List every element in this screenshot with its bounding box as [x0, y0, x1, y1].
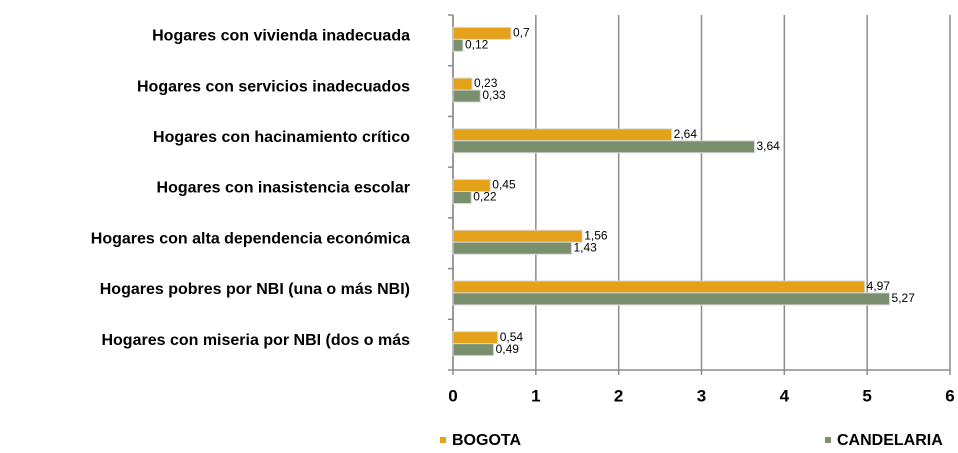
- value-label: 3,64: [757, 139, 781, 153]
- category-label: Hogares pobres por NBI (una o más NBI): [100, 281, 410, 298]
- value-label: 0,33: [482, 88, 506, 102]
- bar: [452, 331, 499, 345]
- value-label: 0,12: [465, 38, 489, 52]
- bar: [452, 280, 866, 294]
- bar: [452, 77, 473, 91]
- bar: [452, 89, 481, 103]
- value-label: 0,45: [492, 178, 516, 192]
- x-tick-label: 4: [780, 386, 790, 405]
- x-tick-label: 0: [448, 386, 457, 405]
- category-label: Hogares con inasistencia escolar: [157, 180, 410, 197]
- bar: [452, 241, 572, 255]
- x-tick-label: 1: [531, 386, 540, 405]
- bar: [452, 191, 472, 204]
- bar: [452, 292, 891, 306]
- bar: [452, 38, 464, 52]
- x-tick-label: 2: [614, 386, 623, 405]
- bar: [452, 26, 512, 40]
- bar: [452, 140, 756, 154]
- x-tick-label: 5: [862, 386, 871, 405]
- legend-label: BOGOTA: [452, 432, 521, 449]
- value-label: 0,49: [496, 342, 520, 356]
- value-label: 1,56: [584, 228, 608, 242]
- value-label: 1,43: [573, 240, 597, 254]
- value-label: 0,23: [474, 76, 498, 90]
- value-label: 4,97: [867, 279, 891, 293]
- legend-swatch: [440, 437, 446, 443]
- value-label: 2,64: [674, 127, 698, 141]
- category-label: Hogares con servicios inadecuados: [137, 78, 410, 95]
- value-label: 0,7: [513, 26, 530, 40]
- category-label: Hogares con hacinamiento crítico: [153, 129, 410, 146]
- x-tick-label: 6: [945, 386, 954, 405]
- bar: [452, 229, 583, 243]
- x-tick-label: 3: [697, 386, 706, 405]
- value-label: 5,27: [892, 291, 916, 305]
- legend-label: CANDELARIA: [837, 432, 943, 449]
- value-label: 0,54: [500, 330, 524, 344]
- bar: [452, 343, 495, 357]
- category-label: Hogares con alta dependencia económica: [91, 230, 410, 247]
- category-label: Hogares con miseria por NBI (dos o más: [101, 332, 410, 349]
- legend-swatch: [825, 437, 831, 443]
- bar: [452, 128, 673, 142]
- value-label: 0,22: [473, 190, 497, 204]
- category-label: Hogares con vivienda inadecuada: [152, 28, 410, 45]
